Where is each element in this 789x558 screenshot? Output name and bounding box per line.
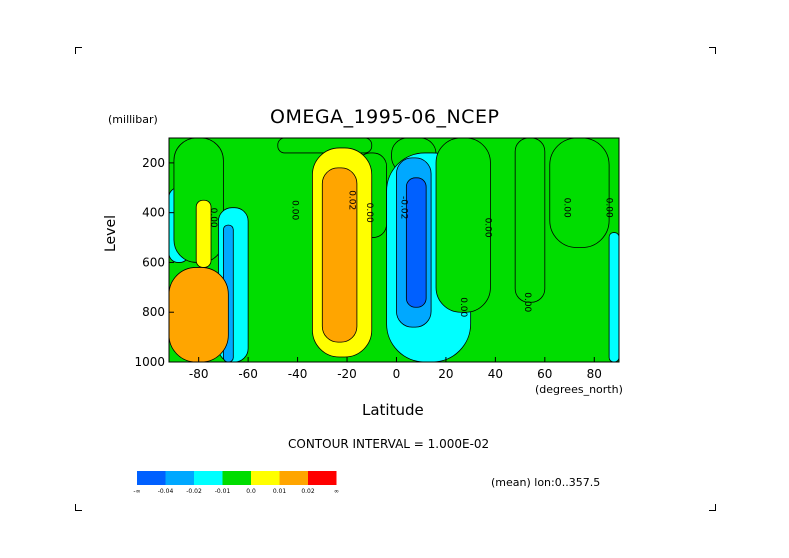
x-tick-label: -20 <box>337 367 357 381</box>
contour-label: 0.00 <box>290 200 300 220</box>
colorbar-label: -∞ <box>133 488 140 495</box>
contour-interval-note: CONTOUR INTERVAL = 1.000E-02 <box>288 437 490 451</box>
y-tick-label: 200 <box>142 156 165 170</box>
corner-mark-top-right <box>709 47 716 54</box>
x-tick-label: 20 <box>438 367 453 381</box>
colorbar-swatch <box>308 471 337 485</box>
x-tick-label: 0 <box>393 367 401 381</box>
y-tick-label: 600 <box>142 255 165 269</box>
x-tick-label: -80 <box>189 367 209 381</box>
y-tick-label: 1000 <box>134 355 165 369</box>
corner-mark-bottom-left <box>75 504 82 511</box>
contour-label: 0.00 <box>364 203 374 223</box>
x-axis-label: Latitude <box>362 401 424 419</box>
colorbar-label: 0.01 <box>273 488 287 495</box>
contour-region <box>608 232 619 362</box>
x-tick-label: 40 <box>488 367 503 381</box>
colorbar-label: 0.0 <box>246 488 256 495</box>
contour-label: 0.00 <box>208 208 218 228</box>
colorbar-label: ∞ <box>334 488 339 495</box>
contour-label: 0.00 <box>562 198 572 218</box>
colorbar-swatch <box>165 471 194 485</box>
plot-frame <box>168 137 620 363</box>
y-tick-label: 400 <box>142 206 165 220</box>
contour-label: 0.00 <box>522 292 532 312</box>
y-tick-label: 800 <box>142 305 165 319</box>
contour-region <box>169 267 229 362</box>
colorbar-label: -0.01 <box>215 488 231 495</box>
contour-label: 0.00 <box>604 198 614 218</box>
contour-region <box>514 138 546 303</box>
colorbar-swatch <box>251 471 280 485</box>
colorbar-swatch <box>222 471 251 485</box>
contour-region <box>549 138 610 248</box>
corner-mark-bottom-right <box>709 504 716 511</box>
x-tick-label: -40 <box>288 367 308 381</box>
contour-label: 0.00 <box>482 218 492 238</box>
colorbar-swatch <box>137 471 166 485</box>
contour-region <box>435 138 491 313</box>
y-axis-unit: (millibar) <box>108 113 158 126</box>
chart-title: OMEGA_1995-06_NCEP <box>270 106 500 128</box>
colorbar-swatch <box>279 471 308 485</box>
contour-label: -0.02 <box>398 196 408 219</box>
x-tick-label: -60 <box>238 367 258 381</box>
colorbar-swatch <box>194 471 223 485</box>
corner-mark-top-left <box>75 47 82 54</box>
colorbar-label: -0.04 <box>158 488 174 495</box>
contour-region <box>321 167 358 343</box>
contour-label: 0.02 <box>346 190 356 210</box>
x-tick-label: 80 <box>587 367 602 381</box>
contour-label: 0.00 <box>458 297 468 317</box>
x-tick-label: 60 <box>537 367 552 381</box>
x-axis-unit: (degrees_north) <box>535 383 623 396</box>
colorbar-label: -0.02 <box>186 488 202 495</box>
colorbar-label: 0.02 <box>301 488 315 495</box>
contour-region <box>405 177 427 308</box>
mean-longitude-note: (mean) lon:0..357.5 <box>491 476 601 489</box>
